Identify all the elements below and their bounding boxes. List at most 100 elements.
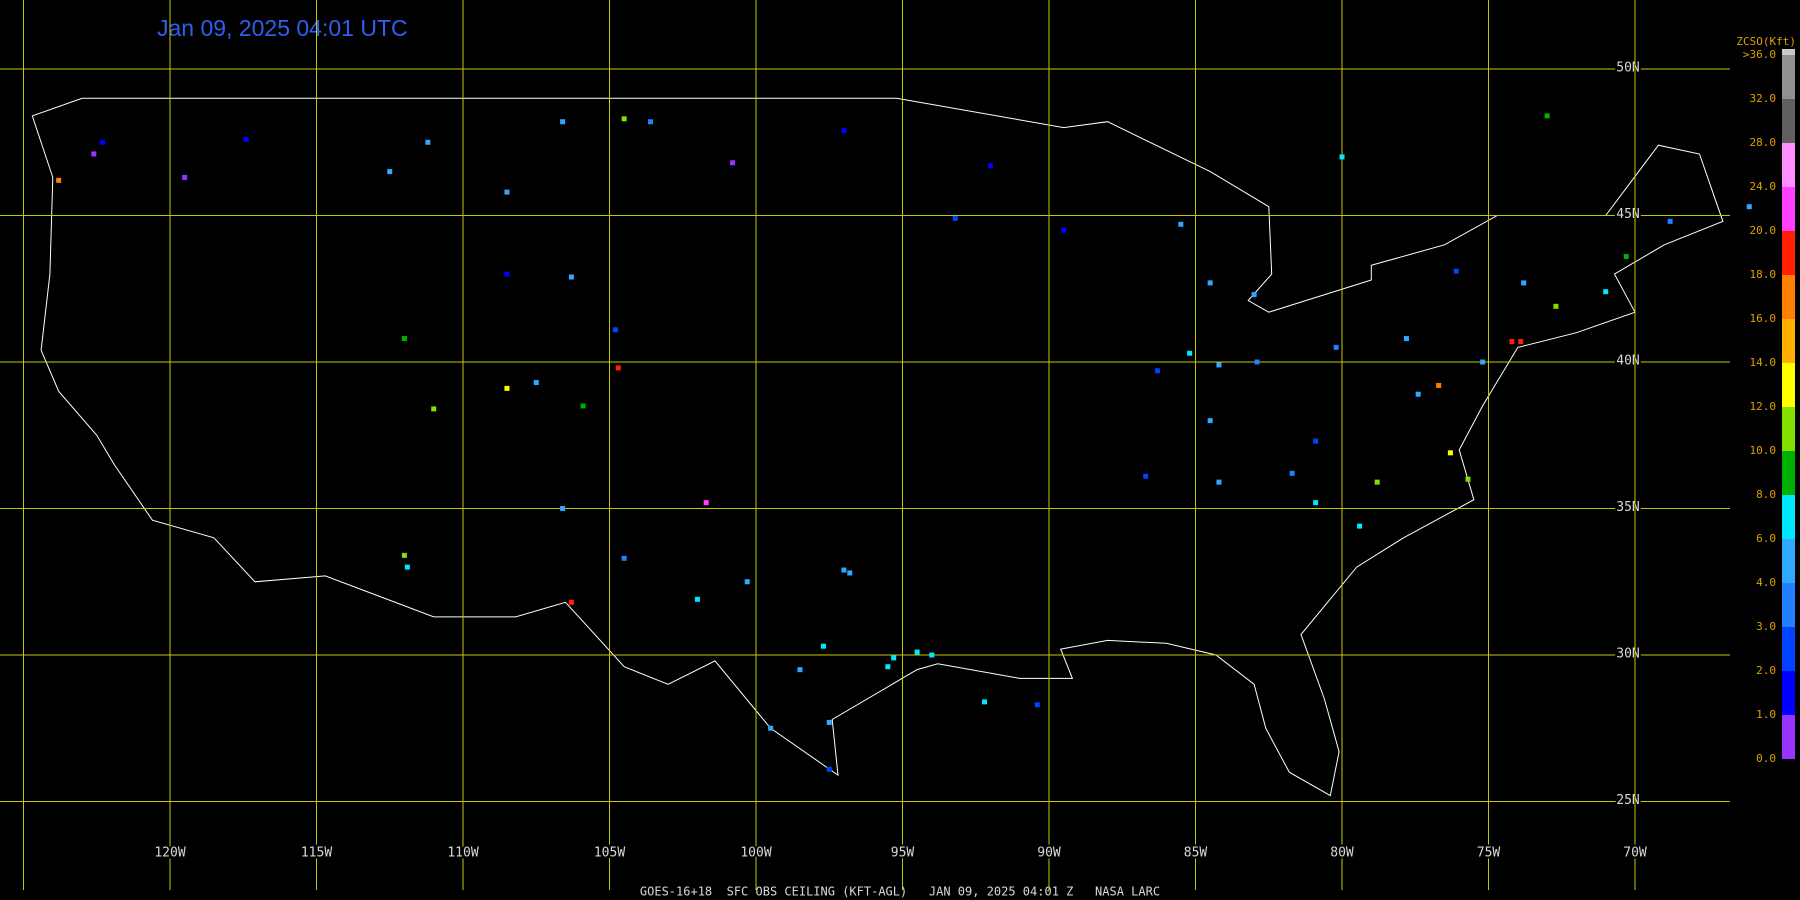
longitude-label: 75W	[1477, 846, 1501, 861]
station	[1216, 479, 1222, 485]
station	[847, 570, 853, 576]
legend-label: 28.0	[1750, 136, 1777, 149]
legend-label: 3.0	[1756, 620, 1776, 633]
legend-swatch	[1782, 275, 1795, 319]
station	[1544, 113, 1550, 119]
legend-swatch	[1782, 143, 1795, 187]
legend-swatch	[1782, 451, 1795, 495]
station	[1061, 227, 1067, 233]
station	[1207, 280, 1213, 286]
legend-label: 2.0	[1756, 664, 1776, 677]
station	[1623, 254, 1629, 260]
station	[91, 151, 97, 157]
station	[987, 163, 993, 169]
longitude-label: 120W	[154, 846, 185, 861]
legend-label: 4.0	[1756, 576, 1776, 589]
station	[612, 327, 618, 333]
station	[1403, 336, 1409, 342]
station	[568, 274, 574, 280]
legend-label: 6.0	[1756, 532, 1776, 545]
latitude-label: 40N	[1616, 354, 1639, 369]
station	[1313, 438, 1319, 444]
longitude-label: 105W	[594, 846, 625, 861]
station	[1178, 221, 1184, 227]
station	[560, 506, 566, 511]
legend-label: 0.0	[1756, 752, 1776, 765]
station	[1509, 338, 1515, 344]
longitude-label: 95W	[891, 846, 915, 861]
station	[841, 567, 847, 573]
station	[694, 596, 700, 602]
station	[1453, 268, 1459, 274]
station	[1746, 204, 1752, 210]
station	[1465, 476, 1471, 482]
latitude-label: 45N	[1616, 207, 1639, 222]
station	[841, 128, 847, 134]
station	[100, 139, 106, 145]
legend-label: >36.0	[1743, 48, 1776, 61]
station	[1447, 450, 1453, 456]
station	[703, 500, 709, 506]
legend-label: 24.0	[1750, 180, 1777, 193]
legend-label: 8.0	[1756, 488, 1776, 501]
legend-swatch	[1782, 671, 1795, 715]
title: Jan 09, 2025 04:01 UTC	[157, 15, 408, 41]
latitude-label: 50N	[1616, 61, 1639, 76]
station	[826, 719, 832, 725]
legend-label: 14.0	[1750, 356, 1777, 369]
station	[580, 403, 586, 409]
station	[504, 385, 510, 391]
station	[182, 174, 188, 180]
legend-swatch	[1782, 99, 1795, 143]
longitude-label: 110W	[447, 846, 478, 861]
station	[797, 667, 803, 673]
station	[1034, 702, 1040, 708]
longitude-label: 80W	[1330, 846, 1354, 861]
station	[952, 215, 958, 221]
station	[826, 766, 832, 772]
station	[1313, 500, 1319, 506]
station	[1521, 280, 1527, 286]
station	[1254, 359, 1260, 365]
legend-title: ZCSO(Kft)	[1736, 35, 1796, 48]
station	[1480, 359, 1486, 365]
station	[1187, 350, 1193, 356]
station	[1415, 391, 1421, 397]
legend-swatch	[1782, 539, 1795, 583]
longitude-label: 100W	[740, 846, 771, 861]
latitude-label: 35N	[1616, 500, 1639, 515]
legend-label: 12.0	[1750, 400, 1777, 413]
station	[929, 652, 935, 658]
station	[1154, 368, 1160, 374]
legend-swatch	[1782, 495, 1795, 539]
station	[768, 725, 774, 731]
legend-label: 32.0	[1750, 92, 1777, 105]
station	[820, 643, 826, 649]
station	[885, 664, 891, 670]
legend-swatch	[1782, 49, 1795, 55]
station	[533, 380, 539, 386]
station	[387, 169, 393, 175]
legend-swatch	[1782, 55, 1795, 99]
station	[568, 599, 574, 605]
station	[1207, 418, 1213, 424]
legend-label: 18.0	[1750, 268, 1777, 281]
station	[1603, 289, 1609, 295]
station	[1374, 479, 1380, 485]
legend-swatch	[1782, 583, 1795, 627]
station	[615, 365, 621, 371]
station	[401, 552, 407, 558]
station	[1216, 362, 1222, 368]
station	[1553, 303, 1559, 309]
station	[1339, 154, 1345, 160]
latitude-label: 30N	[1616, 647, 1639, 662]
footer: GOES-16+18 SFC OBS CEILING (KFT-AGL) JAN…	[640, 885, 1160, 899]
station	[504, 189, 510, 195]
station	[404, 564, 410, 570]
station	[560, 119, 566, 125]
station	[1518, 338, 1524, 344]
longitude-label: 85W	[1184, 846, 1208, 861]
legend-swatch	[1782, 407, 1795, 451]
